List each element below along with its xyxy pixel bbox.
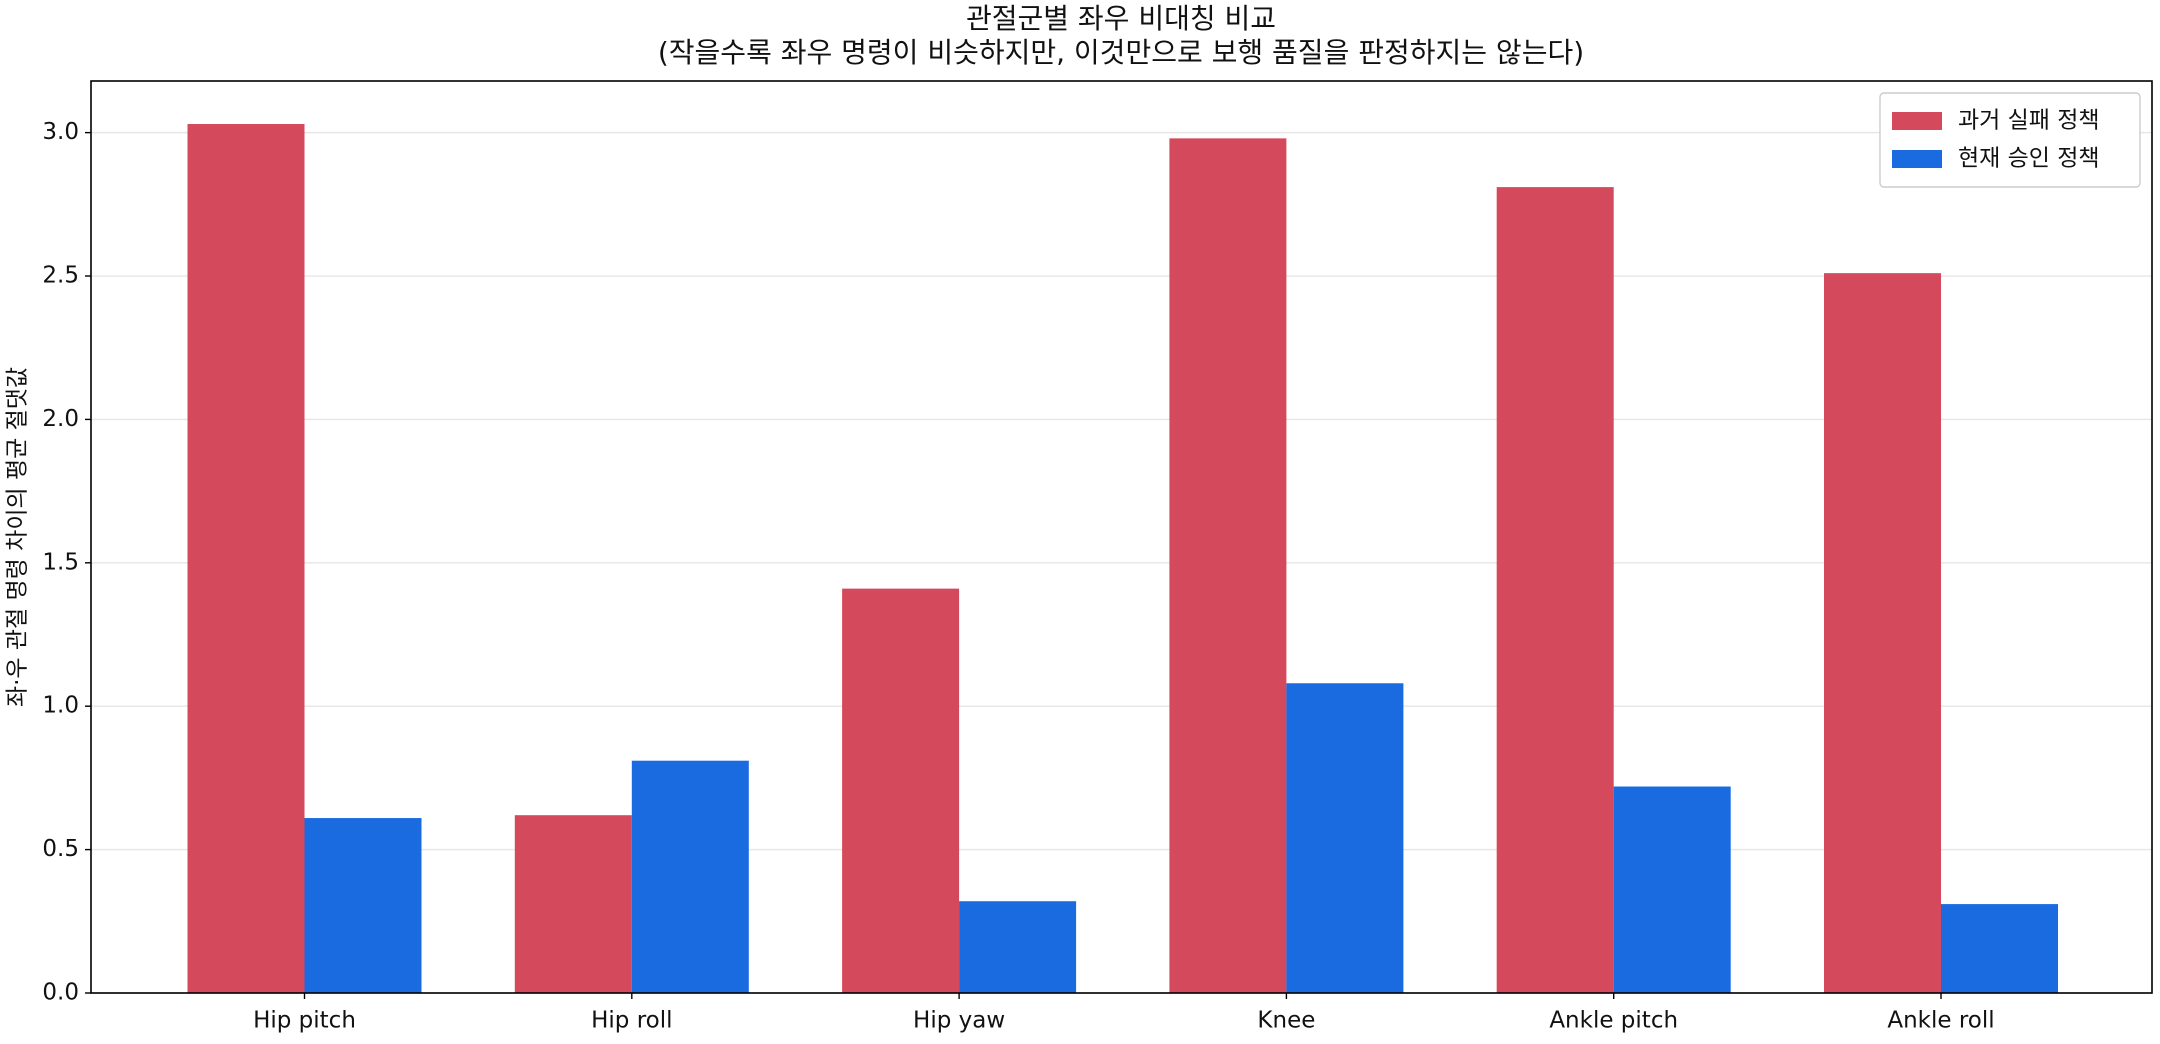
x-tick-label: Ankle pitch: [1549, 1008, 1678, 1034]
y-tick-label: 0.0: [42, 980, 79, 1006]
y-tick-label: 1.5: [42, 549, 79, 575]
bar: [187, 124, 305, 994]
bar: [1496, 187, 1614, 993]
bar: [1824, 273, 1941, 993]
y-tick-label: 1.0: [42, 693, 79, 719]
legend-swatch: [1892, 112, 1942, 130]
bar: [514, 815, 632, 993]
bar: [842, 588, 960, 993]
legend-label: 현재 승인 정책: [1958, 146, 2100, 172]
legend-label: 과거 실패 정책: [1958, 108, 2100, 134]
x-tick-label: Ankle roll: [1887, 1008, 1994, 1034]
legend-swatch: [1892, 150, 1942, 168]
x-tick-label: Hip roll: [591, 1008, 672, 1034]
plot-frame: [90, 80, 2153, 994]
chart-title: 관절군별 좌우 비대칭 비교: [966, 2, 1276, 35]
y-axis-label: 좌·우 관절 명령 차이의 평균 절댓값: [5, 367, 31, 707]
chart-subtitle: (작을수록 좌우 명령이 비슷하지만, 이것만으로 보행 품질을 판정하지는 않…: [658, 36, 1584, 69]
legend-box: [1879, 92, 2141, 188]
y-tick-label: 2.0: [42, 406, 79, 432]
x-tick-label: Hip yaw: [913, 1008, 1005, 1034]
bar: [959, 901, 1077, 993]
bar: [1169, 138, 1287, 993]
bar: [1941, 904, 2058, 993]
bar: [1286, 683, 1404, 993]
y-tick-label: 2.5: [42, 263, 79, 289]
bar: [631, 760, 749, 993]
x-tick-label: Hip pitch: [253, 1008, 356, 1034]
y-tick-label: 3.0: [42, 119, 79, 145]
bar: [1613, 786, 1731, 993]
bar: [304, 818, 422, 993]
y-tick-label: 0.5: [42, 836, 79, 862]
x-tick-label: Knee: [1257, 1008, 1315, 1034]
